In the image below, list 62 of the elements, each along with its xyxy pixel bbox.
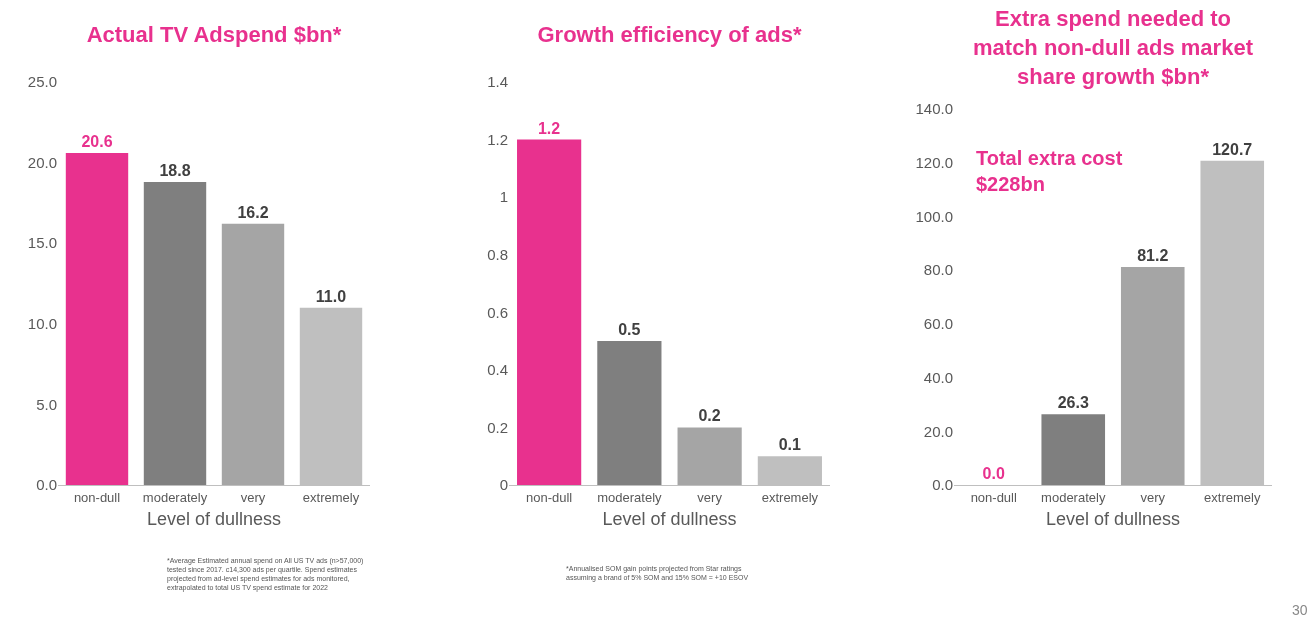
x-tick-label: non-dull <box>73 489 121 505</box>
x-tick-label: extremely <box>1204 489 1261 505</box>
y-tick-label: 100.0 <box>915 207 953 225</box>
y-tick-label: 0.8 <box>487 245 508 263</box>
x-tick-label: extremely <box>302 489 360 505</box>
bar <box>65 152 129 485</box>
y-tick-label: 0.6 <box>487 303 508 321</box>
data-label: 81.2 <box>1137 246 1169 264</box>
data-label: 0.5 <box>618 321 641 339</box>
y-tick-label: 0 <box>499 476 508 494</box>
y-tick-label: 15.0 <box>27 234 57 252</box>
y-tick-label: 120.0 <box>915 153 953 171</box>
bar <box>1120 266 1185 485</box>
y-tick-label: 1.2 <box>487 130 508 148</box>
data-label: 26.3 <box>1057 394 1089 412</box>
y-tick-label: 20.0 <box>923 422 953 440</box>
y-tick-label: 40.0 <box>923 368 953 386</box>
chart-title: Actual TV Adspend $bn* <box>86 21 342 47</box>
x-tick-label: very <box>697 489 723 505</box>
x-tick-label: non-dull <box>970 489 1017 505</box>
data-label: 11.0 <box>315 287 347 305</box>
text: 30 <box>1292 602 1308 618</box>
bar <box>221 223 285 485</box>
y-tick-label: 80.0 <box>923 261 953 279</box>
y-tick-label: 1 <box>499 188 508 206</box>
bar <box>143 181 207 485</box>
data-label: 120.7 <box>1212 140 1253 158</box>
bar <box>517 139 582 485</box>
data-label: 20.6 <box>81 132 113 150</box>
y-tick-label: 0.0 <box>36 476 57 494</box>
x-axis-title: Level of dullness <box>146 508 282 529</box>
y-tick-label: 60.0 <box>923 315 953 333</box>
chart-title: Growth efficiency of ads* <box>537 21 802 47</box>
x-axis-title: Level of dullness <box>1045 508 1181 529</box>
x-tick-label: extremely <box>761 489 819 505</box>
y-tick-label: 140.0 <box>915 100 953 118</box>
bar <box>677 427 742 485</box>
x-tick-label: moderately <box>142 489 208 505</box>
x-tick-label: moderately <box>1041 489 1106 505</box>
y-tick-label: 0.2 <box>487 418 508 436</box>
x-tick-label: non-dull <box>526 489 573 505</box>
x-tick-label: moderately <box>597 489 663 505</box>
x-tick-label: very <box>1140 489 1166 505</box>
data-label: 0.0 <box>982 465 1005 482</box>
data-label: 1.2 <box>537 119 561 137</box>
y-tick-label: 25.0 <box>27 73 57 91</box>
bar <box>1041 414 1106 485</box>
y-tick-label: 5.0 <box>36 395 57 413</box>
bar <box>597 341 662 485</box>
chart-title: Extra spend needed to match non-dull ads market share growth $bn* <box>973 6 1254 89</box>
data-label: 16.2 <box>237 203 269 221</box>
x-tick-label: very <box>240 489 266 505</box>
data-label: 0.1 <box>778 436 802 454</box>
data-label: 0.2 <box>698 407 721 425</box>
y-tick-label: 1.4 <box>487 73 508 91</box>
data-label: 18.8 <box>159 161 191 179</box>
y-tick-label: 0.4 <box>487 361 508 379</box>
y-tick-label: 20.0 <box>27 153 57 171</box>
y-tick-label: 10.0 <box>27 315 57 333</box>
annotation: Total extra cost $228bn <box>976 147 1123 195</box>
y-tick-label: 0.0 <box>932 476 953 494</box>
x-axis-title: Level of dullness <box>602 508 737 529</box>
